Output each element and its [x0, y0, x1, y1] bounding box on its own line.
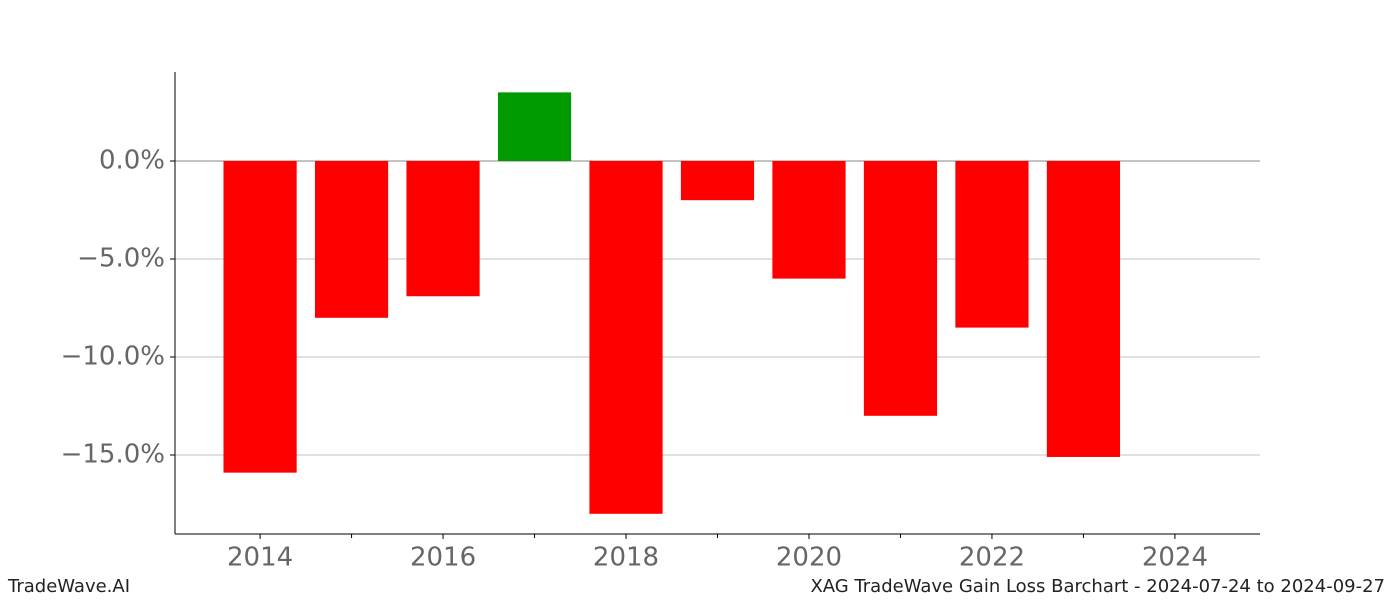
y-tick-label: −15.0%: [61, 440, 165, 470]
brand: TradeWave.AI: [7, 576, 130, 597]
bar: [772, 160, 846, 279]
y-tick-label: −5.0%: [77, 243, 165, 273]
bar: [314, 160, 389, 318]
x-tick-label: 2024: [1142, 543, 1208, 573]
x-tick-label: 2014: [227, 543, 293, 573]
x-tick-label: 2022: [959, 543, 1025, 573]
chart-title: XAG TradeWave Gain Loss Barchart - 2024-…: [810, 576, 1385, 597]
bar: [1046, 160, 1121, 457]
bar: [406, 160, 480, 297]
bar: [223, 160, 297, 473]
bar: [589, 160, 663, 514]
bar: [863, 160, 938, 416]
y-tick-label: 0.0%: [99, 145, 165, 175]
y-tick-label: −10.0%: [61, 342, 165, 372]
bar: [497, 92, 572, 161]
x-tick-label: 2016: [410, 543, 476, 573]
x-tick-label: 2020: [776, 543, 842, 573]
bar: [680, 160, 755, 201]
bar: [955, 160, 1029, 328]
x-tick-label: 2018: [593, 543, 659, 573]
